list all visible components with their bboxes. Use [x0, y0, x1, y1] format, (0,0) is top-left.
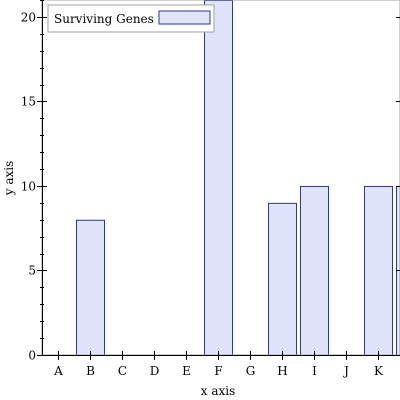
axes-layer: [41, 0, 400, 356]
ticks-layer: 0 5 10 15 20 A B C D E F G H I J K: [21, 0, 400, 378]
y-tick-label-15: 15: [21, 95, 36, 109]
y-axis-title: y axis: [2, 161, 16, 197]
x-tick-label-g: G: [246, 364, 256, 378]
x-tick-label-j: J: [342, 364, 349, 378]
legend-swatch: [158, 10, 211, 25]
bar-k: [364, 185, 393, 356]
x-tick-label-h: H: [277, 364, 287, 378]
y-tick-label-5: 5: [28, 264, 36, 278]
x-tick-label-e: E: [182, 364, 191, 378]
bar-f: [204, 0, 233, 356]
x-tick-label-i: I: [312, 364, 317, 378]
bar-b: [76, 219, 105, 356]
x-tick-label-f: F: [214, 364, 222, 378]
y-tick-label-0: 0: [28, 349, 36, 363]
legend-label: Surviving Genes: [54, 12, 154, 26]
bar-h: [268, 202, 297, 356]
legend: Surviving Genes: [47, 4, 215, 33]
bars-layer: [76, 0, 400, 356]
bar-i: [300, 185, 329, 356]
x-tick-label-b: B: [86, 364, 95, 378]
x-tick-label-d: D: [150, 364, 160, 378]
y-tick-label-10: 10: [21, 180, 36, 194]
x-tick-label-a: A: [53, 364, 63, 378]
x-tick-label-c: C: [118, 364, 127, 378]
y-tick-label-20: 20: [21, 11, 36, 25]
x-axis-title: x axis: [201, 384, 236, 398]
x-tick-label-k: K: [374, 364, 384, 378]
